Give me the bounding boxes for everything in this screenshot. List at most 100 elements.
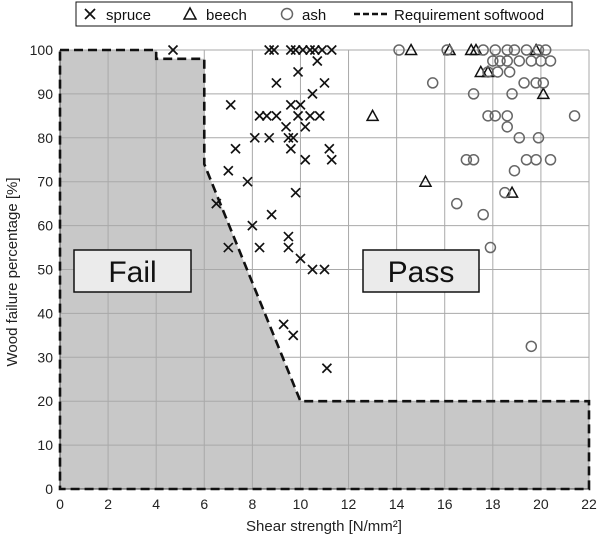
point-spruce [249, 132, 260, 143]
point-spruce [285, 99, 296, 110]
y-tick-label: 0 [45, 481, 53, 497]
y-tick-label: 20 [37, 393, 53, 409]
x-tick-label: 2 [104, 496, 112, 512]
legend-ash-marker [280, 7, 294, 21]
point-beech [365, 108, 380, 122]
requirement-softwood-line [58, 48, 591, 491]
point-ash [530, 77, 542, 89]
x-tick-label: 10 [293, 496, 309, 512]
point-ash [484, 241, 497, 254]
point-ash [393, 44, 405, 56]
y-tick-label: 60 [37, 218, 53, 234]
y-tick-label: 80 [37, 130, 53, 146]
point-ash [489, 44, 501, 56]
legend-beech-marker [182, 6, 198, 20]
point-ash [460, 154, 473, 166]
data-points [167, 42, 581, 374]
point-ash [532, 132, 545, 144]
point-spruce [288, 132, 299, 143]
point-spruce [280, 121, 292, 132]
point-ash [518, 77, 530, 89]
point-beech [536, 86, 551, 100]
point-ash [508, 164, 521, 177]
x-tick-label: 18 [485, 496, 501, 512]
point-spruce [283, 242, 294, 253]
point-spruce [297, 44, 308, 56]
point-spruce [264, 132, 275, 143]
point-spruce [314, 110, 325, 121]
point-spruce [300, 154, 311, 165]
point-ash [525, 55, 538, 67]
point-spruce [242, 176, 253, 187]
point-ash [508, 44, 521, 56]
requirement-line [58, 48, 591, 491]
point-ash [426, 77, 439, 89]
point-spruce [225, 99, 236, 110]
point-spruce [295, 99, 306, 110]
fail-region [60, 50, 589, 489]
point-spruce [285, 143, 296, 154]
point-ash [494, 55, 506, 67]
point-ash [487, 55, 499, 67]
point-ash [501, 110, 513, 122]
y-tick-labels: 0 10 20 30 40 50 60 70 80 90 100 [30, 42, 54, 497]
x-tick-label: 8 [248, 496, 256, 512]
point-spruce [283, 231, 294, 242]
series-beech [365, 42, 551, 198]
point-ash [537, 77, 550, 89]
series-ash [393, 44, 581, 353]
pass-label-box: Pass [362, 249, 480, 293]
point-spruce [230, 143, 241, 154]
x-tick-label: 22 [581, 496, 597, 512]
y-tick-label: 50 [37, 262, 53, 278]
point-spruce [261, 110, 272, 121]
point-ash [568, 110, 581, 122]
point-spruce [223, 165, 234, 176]
point-spruce [223, 242, 234, 253]
point-spruce [247, 220, 258, 231]
x-tick-label: 20 [533, 496, 549, 512]
point-spruce [295, 253, 306, 264]
point-ash [539, 44, 552, 56]
point-ash [482, 110, 494, 122]
point-spruce [316, 44, 328, 56]
point-ash [501, 44, 513, 56]
y-tick-label: 30 [37, 349, 53, 365]
point-spruce [312, 55, 323, 67]
point-spruce [288, 330, 299, 341]
point-spruce [321, 363, 333, 374]
y-tick-label: 40 [37, 305, 53, 321]
pass-label: Pass [388, 256, 455, 289]
legend-ash-label: ash [302, 7, 326, 24]
point-ash [501, 55, 513, 67]
point-ash [520, 154, 533, 166]
point-spruce [326, 154, 337, 165]
point-spruce [167, 44, 179, 56]
point-beech [404, 42, 418, 56]
legend: spruce beech ash Requirement softwood [75, 1, 573, 27]
point-ash [441, 44, 453, 56]
fail-label: Fail [108, 256, 156, 289]
point-ash [451, 197, 463, 210]
point-ash [513, 132, 526, 144]
point-ash [520, 44, 533, 56]
point-ash [525, 340, 538, 353]
point-ash [532, 44, 545, 56]
series-spruce [167, 44, 337, 374]
point-spruce [290, 187, 301, 198]
point-ash [503, 66, 516, 78]
point-spruce [292, 110, 304, 121]
x-tick-labels: 0 2 4 6 8 10 12 14 16 18 20 22 [56, 496, 597, 512]
point-spruce [309, 44, 320, 56]
point-spruce [292, 66, 304, 78]
legend-spruce-label: spruce [106, 7, 151, 24]
x-tick-label: 12 [341, 496, 357, 512]
x-tick-label: 4 [152, 496, 160, 512]
point-ash [467, 154, 480, 166]
point-spruce [304, 110, 316, 121]
point-spruce [278, 319, 289, 330]
point-spruce [307, 264, 318, 275]
point-spruce [300, 121, 311, 132]
point-spruce [254, 242, 265, 253]
point-beech [418, 174, 433, 187]
